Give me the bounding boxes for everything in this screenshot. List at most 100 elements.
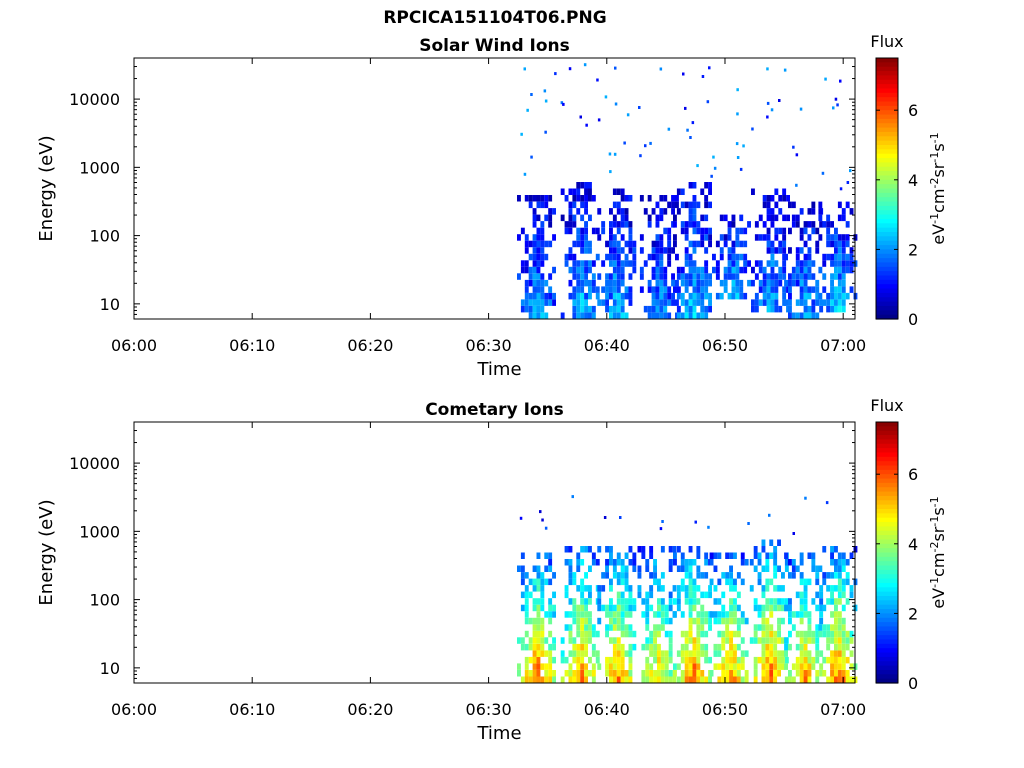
heatmap-cell [609, 604, 613, 612]
heatmap-cell [696, 266, 701, 274]
heatmap-cell [815, 656, 820, 664]
heatmap-cell [770, 260, 775, 267]
heatmap-cell [692, 195, 697, 202]
heatmap-cell [807, 266, 812, 274]
heatmap-cell [841, 273, 846, 280]
heatmap-cell [572, 299, 577, 306]
heatmap-cell [710, 174, 713, 178]
heatmap-cell [736, 617, 741, 625]
heatmap-cell [781, 572, 785, 579]
heatmap-cell [696, 598, 701, 605]
heatmap-cell [773, 604, 778, 612]
y-tick-label: 10 [100, 659, 120, 678]
heatmap-cell [663, 299, 668, 306]
colorbar-segment [876, 656, 898, 662]
heatmap-cell [770, 273, 775, 280]
heatmap-cell [576, 624, 581, 631]
heatmap-cell [620, 630, 625, 638]
heatmap-cell [548, 565, 553, 572]
heatmap-cell [729, 578, 733, 586]
heatmap-cell [616, 240, 621, 248]
heatmap-cell [564, 624, 569, 631]
heatmap-cell [815, 591, 820, 599]
heatmap-cell [663, 286, 668, 293]
heatmap-cell [609, 559, 613, 566]
heatmap-cell [799, 227, 804, 235]
heatmap-cell [649, 643, 654, 651]
heatmap-cell [616, 260, 621, 267]
colorbar-segment [876, 574, 898, 580]
heatmap-cell [632, 559, 637, 566]
heatmap-cell [736, 604, 741, 612]
heatmap-cell [688, 630, 693, 638]
heatmap-cell [584, 670, 588, 677]
heatmap-cell [777, 650, 781, 657]
colorbar-segment [876, 674, 898, 680]
heatmap-cell [560, 214, 565, 222]
heatmap-cell [769, 624, 774, 631]
heatmap-cell [616, 221, 621, 228]
heatmap-cell [688, 578, 693, 586]
heatmap-cell [609, 208, 613, 215]
heatmap-cell [740, 637, 745, 644]
heatmap-cell [684, 598, 689, 605]
heatmap-cell [628, 611, 633, 618]
heatmap-cell [717, 650, 722, 657]
heatmap-cell [815, 299, 820, 306]
heatmap-cell [616, 670, 621, 677]
heatmap-cell [786, 195, 790, 202]
heatmap-cell [659, 286, 664, 293]
heatmap-cell [605, 253, 609, 261]
heatmap-cell [532, 279, 537, 287]
heatmap-cell [727, 247, 732, 254]
heatmap-cell [540, 598, 545, 605]
colorbar-segment [876, 535, 898, 541]
heatmap-cell [552, 208, 556, 215]
heatmap-cell [680, 676, 685, 683]
heatmap-cell [655, 221, 660, 228]
heatmap-cell [747, 522, 750, 525]
heatmap-cell [777, 604, 781, 612]
heatmap-cell [781, 656, 785, 664]
heatmap-cell [595, 253, 600, 261]
heatmap-cell [803, 611, 808, 618]
heatmap-cell [657, 624, 661, 631]
heatmap-cell [700, 611, 705, 618]
heatmap-cell [849, 266, 854, 274]
heatmap-cell [628, 650, 633, 657]
colorbar-segment [876, 604, 898, 610]
heatmap-cell [770, 292, 775, 300]
heatmap-cell [692, 670, 697, 677]
heatmap-cell [709, 578, 714, 586]
colorbar-segment [876, 284, 898, 290]
colorbar-segment [876, 118, 898, 124]
heatmap-cell [576, 650, 581, 657]
heatmap-cell [580, 279, 585, 287]
heatmap-cell [845, 676, 850, 683]
heatmap-cell [725, 611, 730, 618]
heatmap-cell [684, 273, 689, 280]
heatmap-cell [603, 516, 607, 519]
heatmap-cell [540, 221, 545, 228]
colorbar-segment [876, 517, 898, 523]
heatmap-cell [620, 598, 625, 605]
heatmap-cell [795, 299, 800, 306]
heatmap-cell [628, 585, 633, 592]
x-tick-label: 06:30 [466, 700, 512, 719]
heatmap-cell [568, 546, 573, 553]
heatmap-cell [628, 604, 633, 612]
heatmap-cell [749, 585, 754, 592]
heatmap-cell [680, 221, 685, 228]
heatmap-cell [524, 247, 529, 254]
heatmap-cell [580, 643, 585, 651]
heatmap-cell [580, 630, 585, 638]
heatmap-cell [624, 286, 629, 293]
x-tick-label: 06:30 [466, 336, 512, 355]
heatmap-cell [733, 604, 737, 612]
x-tick-label: 06:50 [702, 700, 748, 719]
heatmap-cell [717, 617, 722, 625]
heatmap-cell [520, 604, 525, 612]
heatmap-cell [536, 656, 541, 664]
heatmap-cell [552, 670, 556, 677]
